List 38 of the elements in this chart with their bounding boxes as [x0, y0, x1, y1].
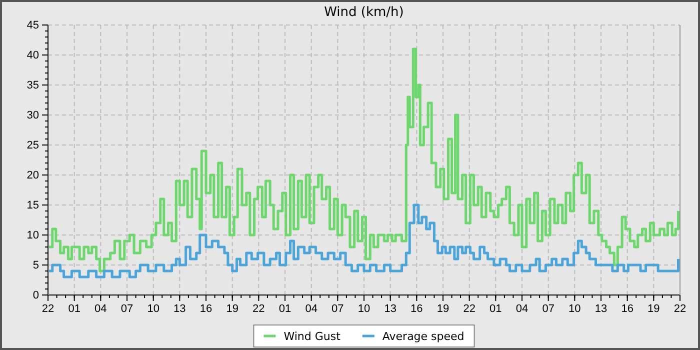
x-tick-label: 19	[436, 302, 450, 315]
x-tick-label: 22	[42, 302, 54, 315]
y-tick-label: 25	[26, 140, 39, 152]
y-tick-label: 40	[26, 50, 39, 62]
x-tick-label: 04	[305, 302, 318, 315]
x-tick-label: 13	[174, 302, 186, 315]
x-tick-label: 22	[674, 302, 686, 315]
x-tick-label: 01	[490, 302, 502, 315]
x-tick-label: 10	[147, 302, 160, 315]
x-tick-label: 10	[568, 302, 581, 315]
x-tick-label: 07	[542, 302, 554, 315]
y-tick-label: 5	[32, 260, 39, 272]
y-tick-label: 20	[26, 170, 39, 182]
legend-label: Average speed	[382, 330, 464, 343]
x-tick-label: 16	[200, 302, 212, 315]
x-tick-label: 19	[648, 302, 660, 315]
x-tick-label: 01	[278, 302, 292, 315]
y-tick-label: 45	[26, 20, 39, 32]
x-tick-label: 22	[252, 302, 265, 315]
x-tick-label: 07	[332, 302, 344, 315]
chart-title: Wind (km/h)	[324, 5, 404, 20]
y-tick-label: 0	[32, 290, 39, 302]
x-tick-label: 13	[594, 302, 608, 315]
x-tick-label: 04	[94, 302, 107, 315]
y-tick-label: 30	[26, 110, 39, 122]
y-tick-label: 10	[26, 230, 39, 242]
x-tick-label: 01	[68, 302, 80, 315]
x-tick-label: 04	[516, 302, 528, 315]
x-tick-label: 13	[384, 302, 396, 315]
x-tick-label: 07	[120, 302, 134, 315]
legend-label: Wind Gust	[284, 330, 342, 343]
x-tick-label: 10	[358, 302, 370, 315]
y-tick-label: 35	[26, 80, 39, 92]
x-tick-label: 16	[410, 302, 423, 315]
x-tick-label: 22	[463, 302, 476, 315]
x-tick-label: 19	[226, 302, 238, 315]
x-tick-label: 16	[621, 302, 634, 315]
y-tick-label: 15	[26, 200, 39, 212]
